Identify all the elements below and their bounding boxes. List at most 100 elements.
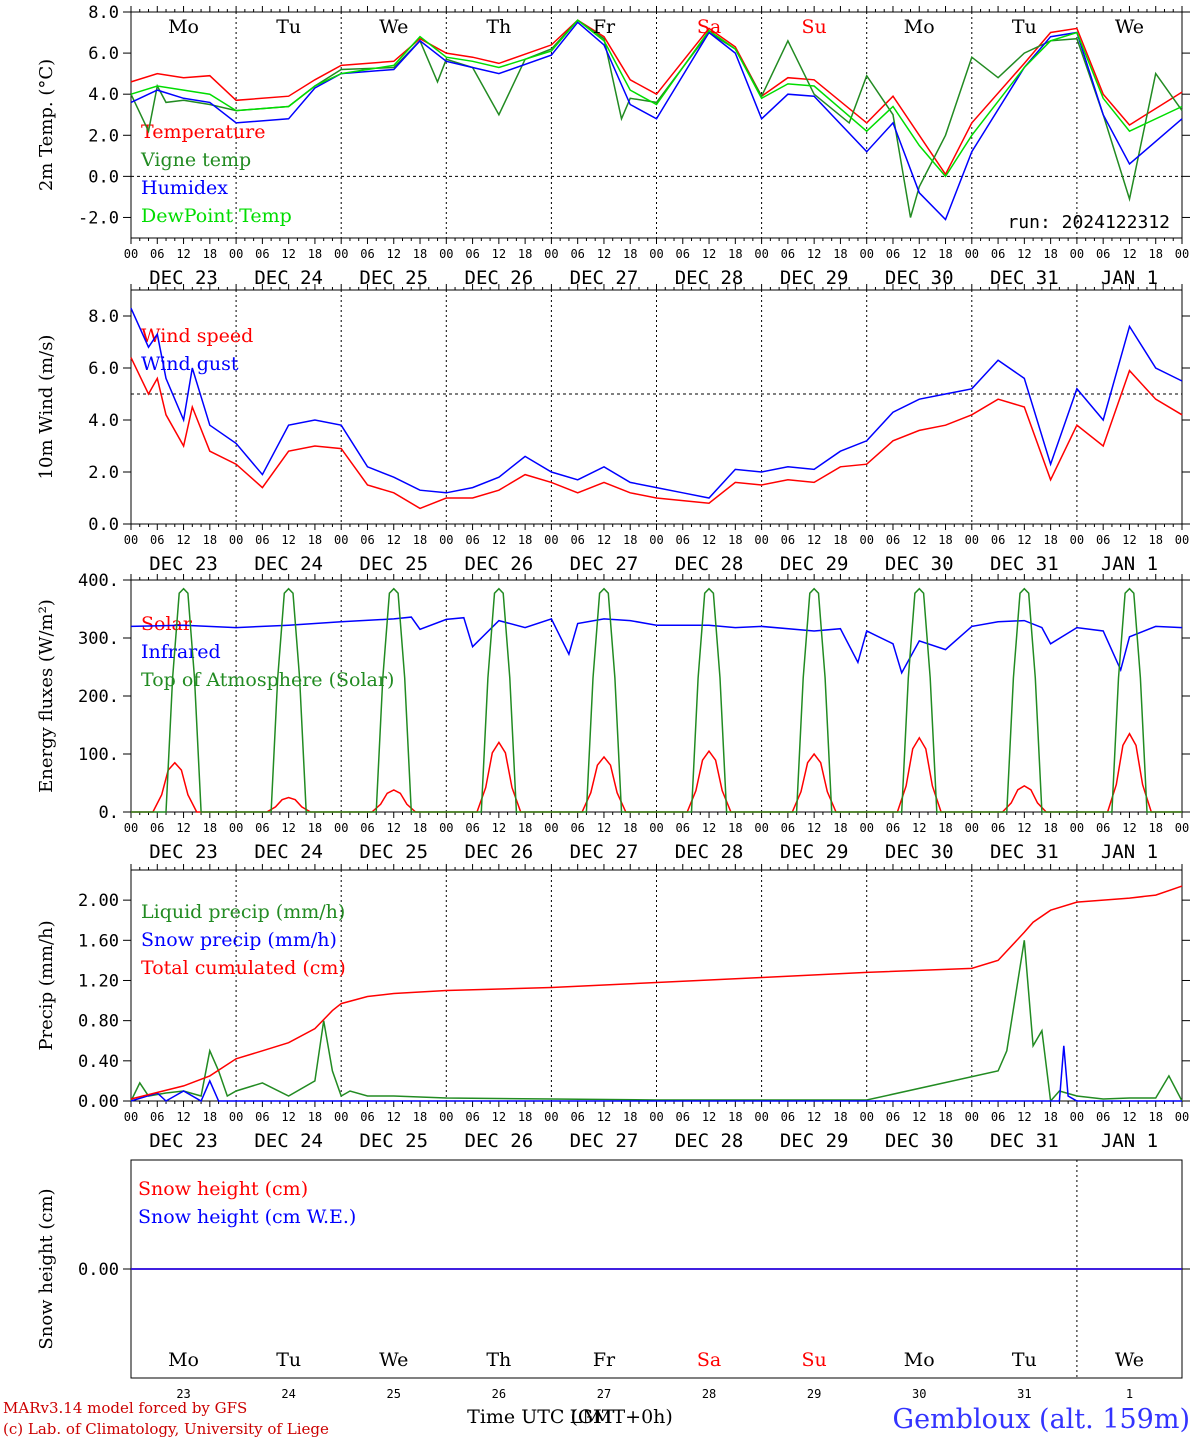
temp-hour-label: 00: [439, 247, 453, 261]
snow-day-number: 27: [597, 1387, 611, 1401]
temp-date-label: DEC 28: [675, 267, 744, 289]
snow-weekday-label: We: [1115, 1349, 1144, 1371]
temp-date-label: DEC 30: [885, 267, 954, 289]
wind-hour-label: 00: [124, 533, 138, 547]
wind-hour-label: 06: [991, 533, 1005, 547]
wind-hour-label: 00: [649, 533, 663, 547]
wind-hour-label: 12: [597, 533, 611, 547]
snow-day-number: 30: [912, 1387, 926, 1401]
wind-hour-label: 06: [676, 533, 690, 547]
wind-hour-label: 12: [1017, 533, 1031, 547]
precip-hour-label: 12: [1122, 1110, 1136, 1124]
energy-hour-label: 00: [1175, 821, 1189, 835]
precip-legend-item: Snow precip (mm/h): [141, 929, 337, 951]
temp-y-tick-label: -2.0: [78, 208, 119, 228]
precip-hour-label: 18: [1148, 1110, 1162, 1124]
temp-hour-label: 00: [965, 247, 979, 261]
snow-legend-item: Snow height (cm W.E.): [138, 1206, 356, 1228]
precip-hour-label: 00: [1175, 1110, 1189, 1124]
wind-y-tick-label: 8.0: [88, 307, 119, 327]
snow-day-number: 28: [702, 1387, 716, 1401]
energy-y-tick-label: 100.: [78, 745, 119, 765]
precip-legend-item: Total cumulated (cm): [141, 957, 346, 979]
wind-date-label: JAN 1: [1101, 553, 1158, 575]
temp-date-label: DEC 31: [990, 267, 1059, 289]
temp-hour-label: 12: [1017, 247, 1031, 261]
wind-date-label: DEC 25: [359, 553, 428, 575]
precip-hour-label: 06: [781, 1110, 795, 1124]
energy-hour-label: 12: [702, 821, 716, 835]
energy-hour-label: 00: [439, 821, 453, 835]
energy-hour-label: 12: [492, 821, 506, 835]
wind-hour-label: 06: [781, 533, 795, 547]
temp-hour-label: 06: [886, 247, 900, 261]
temp-series-temperature: [130, 19, 1183, 176]
energy-hour-label: 12: [281, 821, 295, 835]
temp-y-tick-label: 6.0: [88, 44, 119, 64]
time-axis-label: Time UTC (GMT+0h): [467, 1406, 673, 1428]
snow-weekday-label: Mo: [904, 1349, 935, 1371]
temp-y-tick-label: 4.0: [88, 85, 119, 105]
panel-wind: 00 06 12 18 00 06 12 18 00 06 12 18 00 06 12 18 00 06 12 18…: [36, 284, 1190, 575]
precip-y-tick-label: 2.00: [78, 891, 119, 911]
temp-hour-label: 06: [781, 247, 795, 261]
energy-date-label: DEC 29: [780, 841, 849, 863]
precip-hour-label: 12: [387, 1110, 401, 1124]
snow-weekday-label: We: [379, 1349, 408, 1371]
energy-date-label: DEC 31: [990, 841, 1059, 863]
precip-hour-label: 18: [308, 1110, 322, 1124]
precip-date-label: DEC 28: [675, 1130, 744, 1152]
precip-hour-label: 00: [859, 1110, 873, 1124]
run-label: run: 2024122312: [1007, 212, 1170, 233]
snow-day-number: 1: [1126, 1387, 1133, 1401]
time-axis-label-overlay: LMT: [570, 1406, 615, 1428]
energy-hour-label: 12: [807, 821, 821, 835]
energy-series-top-of-atmosphere-solar: [131, 587, 1182, 813]
temp-y-tick-label: 0.0: [88, 167, 119, 187]
precip-hour-label: 18: [518, 1110, 532, 1124]
wind-hour-label: 06: [360, 533, 374, 547]
precip-hour-label: 18: [938, 1110, 952, 1124]
temp-weekday-label: Fr: [593, 16, 616, 38]
energy-hour-label: 18: [308, 821, 322, 835]
energy-date-label: DEC 27: [570, 841, 639, 863]
wind-hour-label: 18: [413, 533, 427, 547]
panel-energy: 00 06 12 18 00 06 12 18 00 06 12 18 00 06 12 18 00 06 12 18…: [36, 571, 1190, 863]
precip-date-label: DEC 23: [149, 1130, 218, 1152]
precip-hour-label: 12: [807, 1110, 821, 1124]
precip-hour-label: 12: [1017, 1110, 1031, 1124]
precip-hour-label: 06: [570, 1110, 584, 1124]
precip-hour-label: 06: [150, 1110, 164, 1124]
energy-hour-label: 00: [229, 821, 243, 835]
precip-hour-label: 00: [965, 1110, 979, 1124]
temp-hour-label: 00: [229, 247, 243, 261]
snow-day-number: 23: [176, 1387, 190, 1401]
temp-hour-label: 00: [1175, 247, 1189, 261]
wind-hour-label: 00: [439, 533, 453, 547]
wind-series-wind-gust: [130, 307, 1183, 499]
snow-weekday-label: Fr: [593, 1349, 616, 1371]
temp-hour-label: 12: [807, 247, 821, 261]
wind-hour-label: 00: [859, 533, 873, 547]
precip-y-tick-label: 0.00: [78, 1092, 119, 1112]
energy-hour-label: 06: [781, 821, 795, 835]
credit-model: MARv3.14 model forced by GFS: [3, 1399, 247, 1417]
wind-series-wind-speed: [130, 357, 1183, 510]
precip-hour-label: 18: [1043, 1110, 1057, 1124]
temp-hour-label: 00: [754, 247, 768, 261]
temp-legend-item: Humidex: [141, 177, 228, 199]
precip-date-label: DEC 30: [885, 1130, 954, 1152]
station-name: Gembloux (alt. 159m): [893, 1404, 1190, 1435]
wind-date-label: DEC 26: [465, 553, 534, 575]
precip-hour-label: 06: [465, 1110, 479, 1124]
temp-legend-item: Vigne temp: [140, 149, 251, 171]
wind-hour-label: 06: [465, 533, 479, 547]
wind-hour-label: 00: [1070, 533, 1084, 547]
precip-hour-label: 00: [124, 1110, 138, 1124]
temp-hour-label: 18: [308, 247, 322, 261]
precip-date-label: DEC 27: [570, 1130, 639, 1152]
wind-hour-label: 12: [1122, 533, 1136, 547]
precip-hour-label: 12: [281, 1110, 295, 1124]
precip-date-label: DEC 31: [990, 1130, 1059, 1152]
